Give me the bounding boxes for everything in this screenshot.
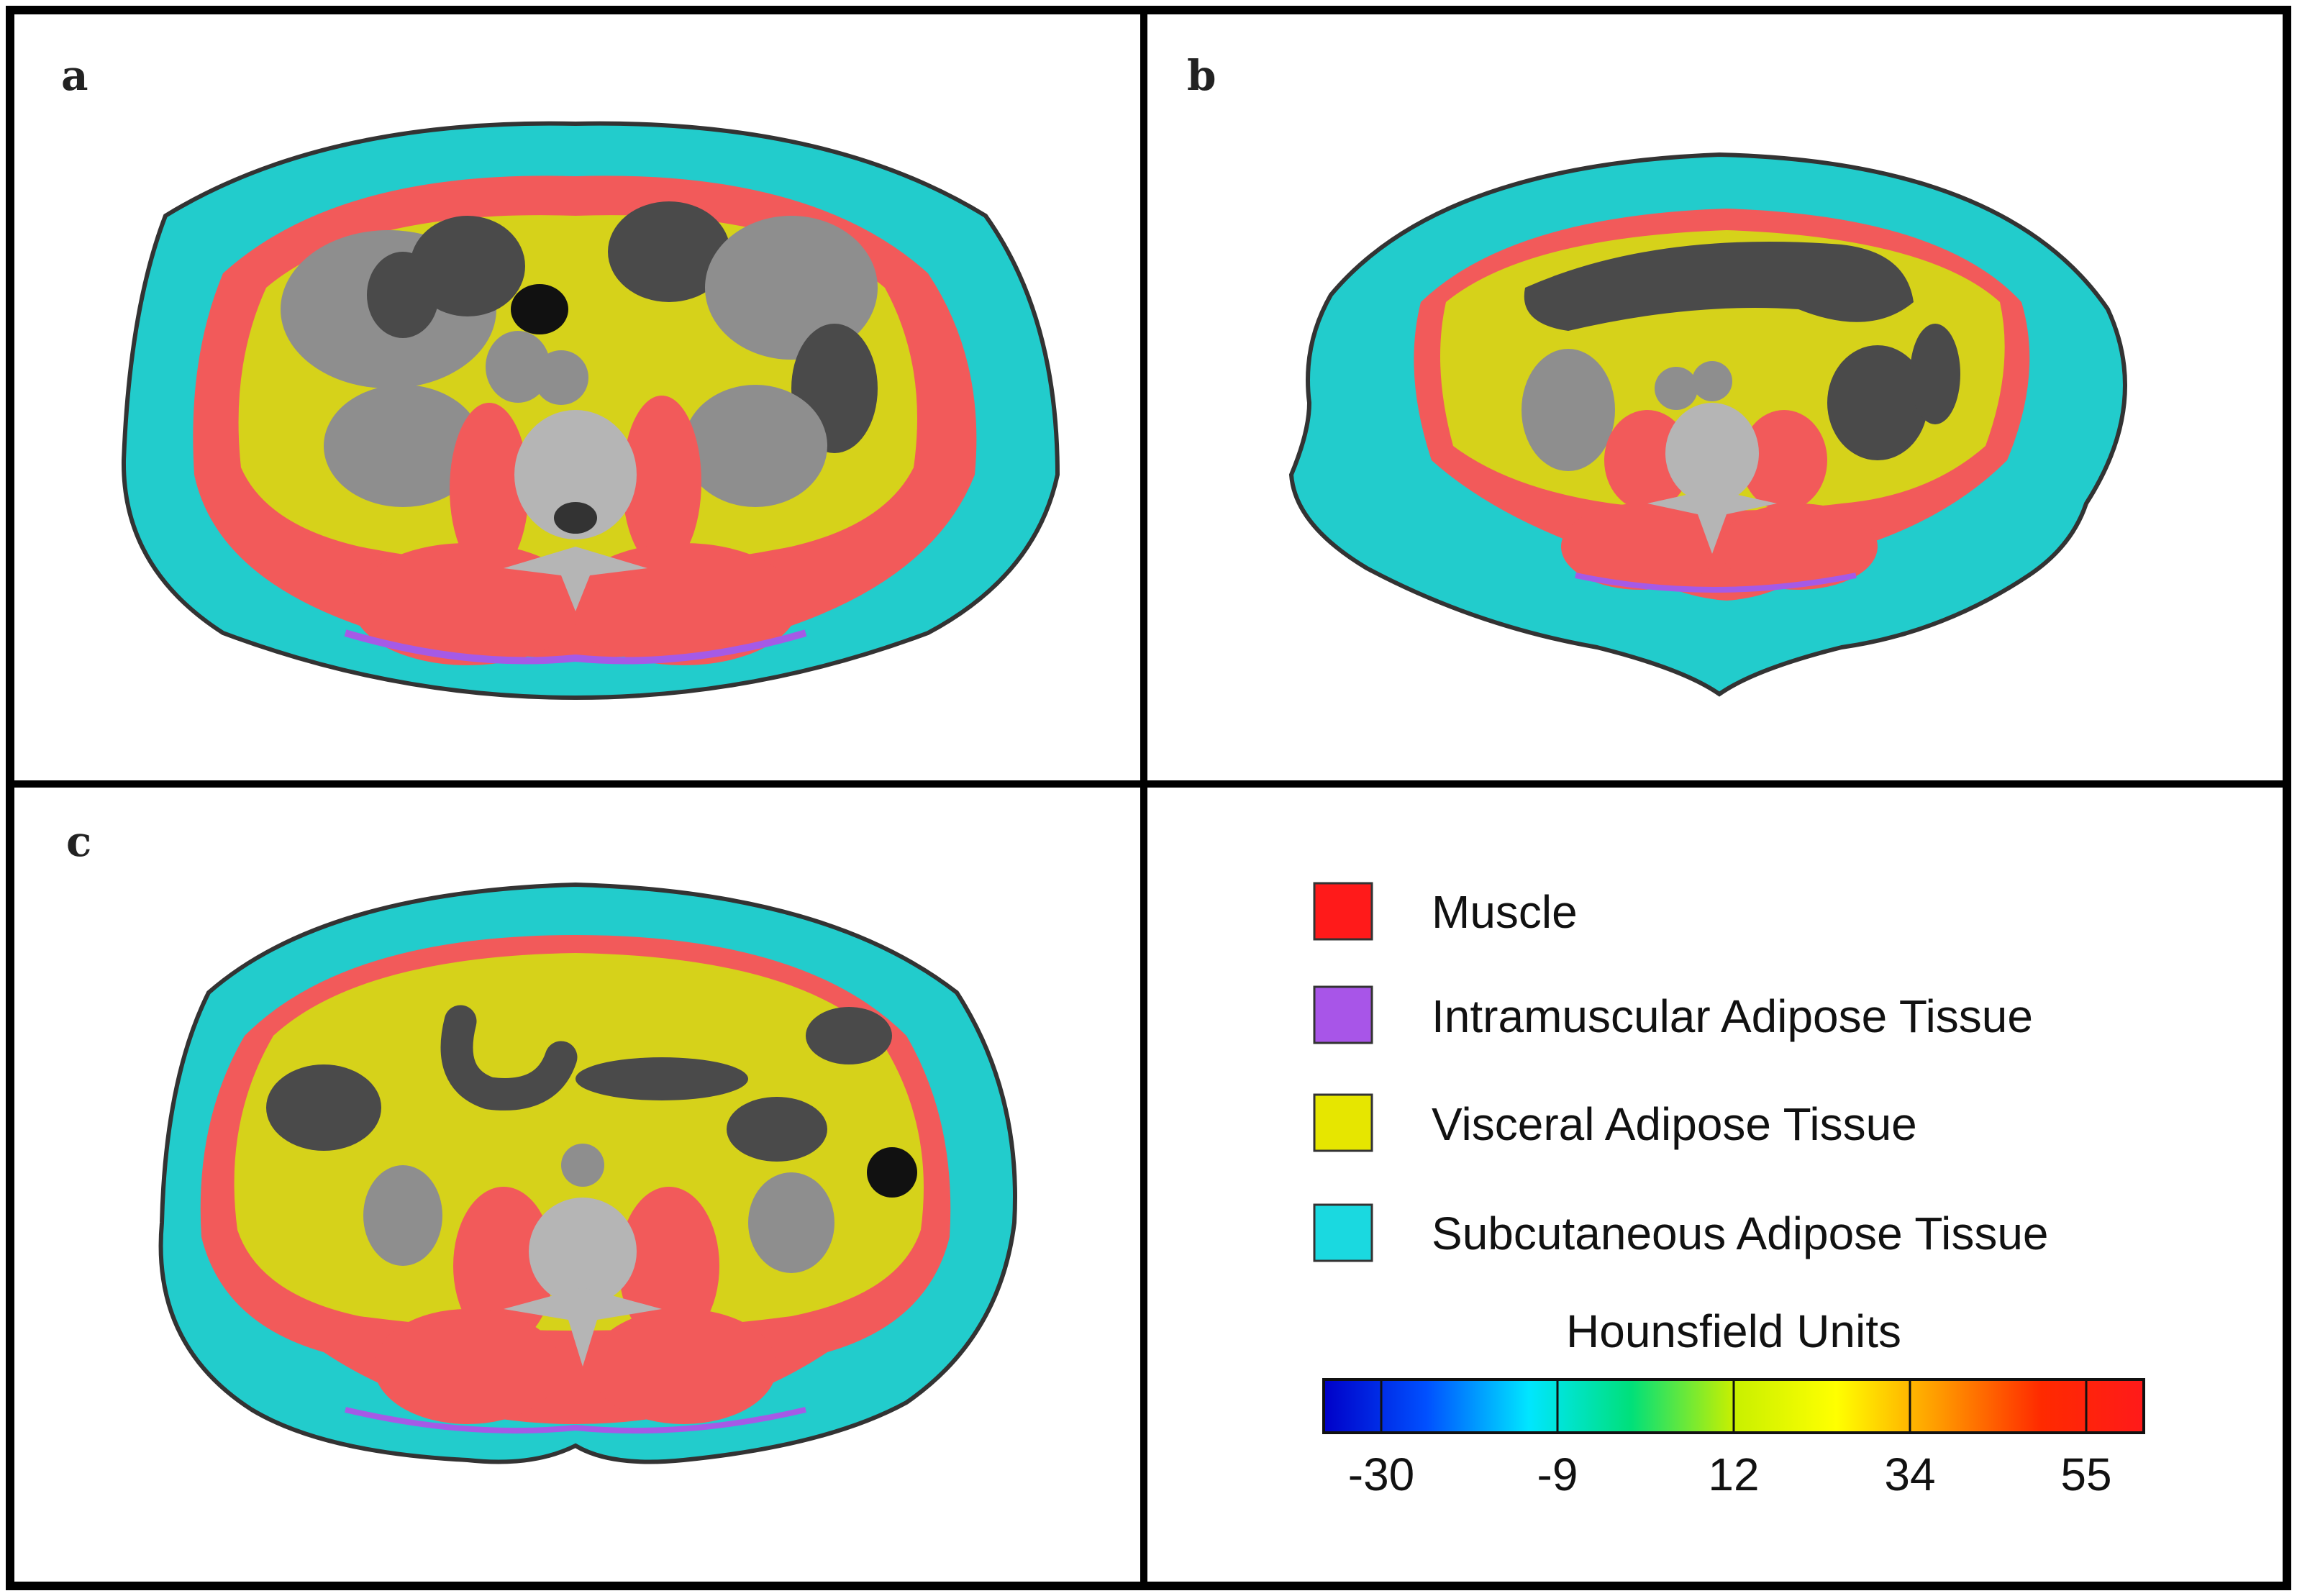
spinous-process-a (504, 547, 647, 611)
kidney-left-c (363, 1165, 442, 1266)
colorbar-tick-label: -30 (1348, 1449, 1415, 1500)
bowel-c2 (727, 1097, 827, 1162)
back-muscle-left-c (374, 1309, 561, 1424)
panel-b-label: b (1187, 51, 1216, 100)
colorbar-tick-label: -9 (1537, 1449, 1578, 1500)
kidney-right-a (683, 385, 827, 507)
psoas-right-a (622, 396, 701, 568)
back-muscle-right-b (1719, 503, 1878, 590)
legend-label-imat: Intramuscular Adipose Tissue (1432, 990, 2033, 1042)
legend-swatch-muscle (1313, 882, 1373, 941)
colorbar: Hounsfield Units -30 -9 12 34 55 (1322, 1305, 2145, 1500)
spinal-canal-a (554, 502, 597, 534)
panel-a-label: a (61, 51, 88, 100)
colorbar-title: Hounsfield Units (1566, 1305, 1901, 1357)
colorbar-tick-label: 55 (2060, 1449, 2111, 1500)
spinous-process-b (1647, 489, 1777, 554)
legend-item-muscle: Muscle (1313, 882, 1578, 941)
vertebra-c (529, 1198, 637, 1305)
imat-streak-b (1575, 573, 1857, 593)
back-muscle-left-b (1561, 503, 1719, 590)
bowel-c1 (266, 1064, 381, 1151)
imat-streak-a (344, 629, 807, 665)
vessel-b1 (1655, 367, 1698, 410)
colorbar-tick-label: 34 (1884, 1449, 1935, 1500)
vertebra-b (1665, 403, 1759, 503)
bowel-c4 (867, 1147, 917, 1198)
legend-item-vat: Visceral Adipose Tissue (1313, 1093, 1917, 1152)
colorbar-tick-label: 12 (1708, 1449, 1759, 1500)
spinous-process-c (504, 1287, 662, 1367)
legend-swatch-vat (1313, 1093, 1373, 1152)
bowel-band-b (1524, 242, 1914, 331)
bowel-c5 (576, 1057, 748, 1100)
kidney-left-a (324, 385, 482, 507)
legend-swatch-sat (1313, 1203, 1373, 1262)
ct-slice-b (1288, 152, 2127, 697)
bowel-a5 (511, 284, 568, 334)
vessel-a1 (486, 331, 550, 403)
back-muscle-right-c (590, 1309, 777, 1424)
psoas-right-b (1741, 410, 1827, 511)
vertebra-a (514, 410, 637, 539)
bowel-b2 (1910, 324, 1960, 424)
legend-item-sat: Subcutaneous Adipose Tissue (1313, 1203, 2049, 1262)
aorta-c (561, 1144, 604, 1187)
legend-label-sat: Subcutaneous Adipose Tissue (1432, 1208, 2049, 1259)
legend-label-muscle: Muscle (1432, 886, 1578, 938)
aorta-a (534, 350, 588, 405)
legend-swatch-imat (1313, 985, 1373, 1044)
bowel-a1 (410, 216, 525, 316)
psoas-left-a (450, 403, 529, 575)
colorbar-ticks: -30 -9 12 34 55 (1348, 1380, 2112, 1500)
bowel-a3 (608, 201, 730, 302)
kidney-b (1522, 349, 1615, 471)
bowel-c3 (806, 1007, 892, 1064)
bowel-b1 (1827, 345, 1928, 460)
back-muscle-right-a (568, 543, 799, 665)
legend-label-vat: Visceral Adipose Tissue (1432, 1098, 1917, 1150)
aorta-b (1692, 361, 1732, 401)
kidney-right-c (748, 1172, 834, 1273)
legend-item-imat: Intramuscular Adipose Tissue (1313, 985, 2033, 1044)
bowel-loop-c (440, 1005, 578, 1111)
imat-streak-c (345, 1407, 806, 1434)
back-muscle-left-a (352, 543, 583, 665)
legend: Muscle Intramuscular Adipose Tissue Visc… (1313, 882, 2049, 1262)
bowel-a2 (367, 252, 439, 338)
panel-c-label: c (66, 817, 91, 866)
ct-slice-a (121, 121, 1060, 701)
ct-slice-c (158, 882, 1017, 1464)
